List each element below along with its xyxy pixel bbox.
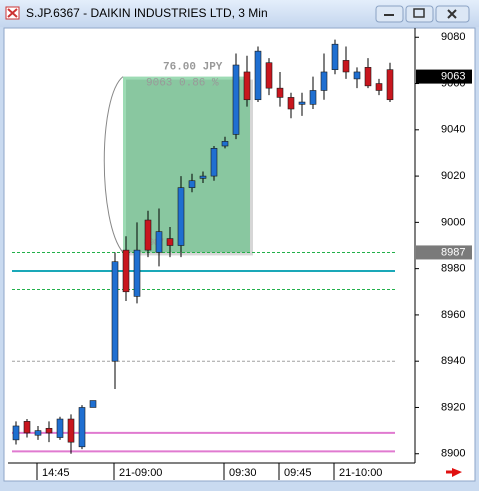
y-tick-label: 9020 [441, 170, 465, 182]
candle-body [298, 101, 306, 105]
x-tick-label: 21-09:00 [119, 467, 162, 479]
candle-body [210, 148, 218, 177]
candle-body [331, 43, 339, 70]
y-tick-label: 8960 [441, 309, 465, 321]
measure-curve [103, 76, 124, 253]
candle-body [232, 64, 240, 135]
candle-body [34, 430, 42, 436]
x-tick-label: 09:30 [229, 467, 257, 479]
price-label: 9063 [441, 70, 465, 82]
candle-body [265, 62, 273, 89]
candle-body [287, 97, 295, 110]
y-tick-label: 8980 [441, 263, 465, 275]
candle-body [243, 71, 251, 101]
y-tick-label: 9000 [441, 216, 465, 228]
candle-body [221, 141, 229, 147]
price-label-box [416, 69, 472, 84]
app-icon-mark [7, 8, 18, 18]
candle-body [254, 50, 262, 101]
candle-body [67, 418, 75, 443]
x-tick-label: 09:45 [284, 467, 312, 479]
candle-body [166, 238, 174, 246]
x-tick-label: 21-10:00 [339, 467, 382, 479]
candle-body [177, 187, 185, 246]
price-label-box [416, 245, 472, 260]
candle-body [188, 180, 196, 188]
candle-body [89, 400, 97, 408]
candle-body [386, 69, 394, 101]
candle-body [276, 87, 284, 98]
candle-body [309, 90, 317, 105]
candle-body [45, 427, 53, 434]
candle-body [78, 407, 86, 448]
y-tick-label: 8920 [441, 401, 465, 413]
candle-body [364, 67, 372, 87]
box-text: 76.00 JPY [163, 61, 223, 73]
close-button[interactable] [435, 5, 470, 23]
candle-body [199, 175, 207, 179]
candle-body [111, 261, 119, 362]
measure-box [123, 76, 250, 253]
candle-body [12, 425, 20, 441]
y-tick-label: 8900 [441, 448, 465, 460]
box-label: 8987 [144, 237, 164, 247]
window-title: S.JP.6367 - DAIKIN INDUSTRIES LTD, 3 Min [26, 6, 268, 20]
candle-body [375, 83, 383, 91]
candle-body [144, 219, 152, 251]
price-label: 8987 [441, 246, 465, 258]
candle-body [56, 418, 64, 438]
minimize-button[interactable] [375, 5, 404, 23]
y-tick-label: 9040 [441, 124, 465, 136]
scroll-arrow[interactable] [446, 468, 462, 477]
candle-body [133, 249, 141, 297]
candle-body [353, 71, 361, 80]
candle-body [122, 249, 130, 293]
y-tick-label: 9080 [441, 31, 465, 43]
maximize-button[interactable] [405, 5, 434, 23]
x-tick-label: 14:45 [42, 467, 70, 479]
candle-body [342, 60, 350, 73]
candle-body [155, 231, 163, 253]
candle-body [23, 421, 31, 434]
box-subtext: 9063 0.86 % [146, 77, 219, 89]
y-tick-label: 8940 [441, 355, 465, 367]
candle-body [320, 71, 328, 91]
